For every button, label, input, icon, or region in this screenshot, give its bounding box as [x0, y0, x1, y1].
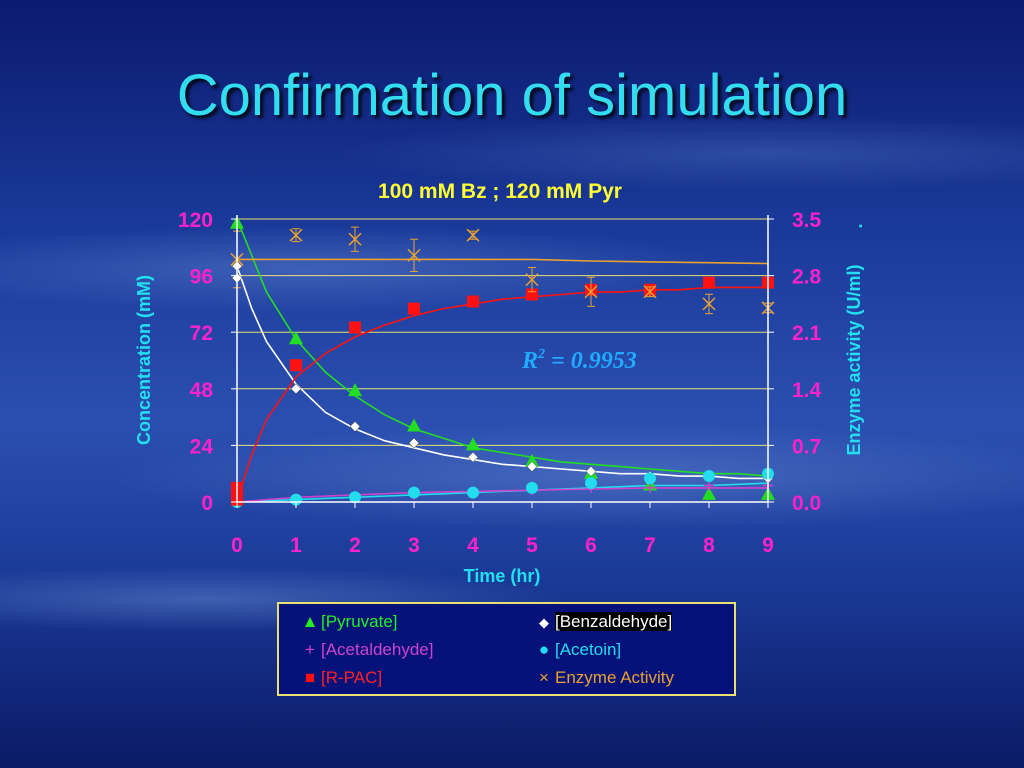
legend-label: [Pyruvate]	[321, 612, 398, 631]
y2-tick-label: 2.1	[792, 322, 822, 345]
data-point-circle	[585, 477, 597, 490]
triangle-marker-icon: ▲	[301, 612, 319, 631]
x-tick-label: 0	[231, 534, 243, 557]
circle-marker-icon: ●	[538, 640, 550, 659]
legend-item-enzyme-activity: × Enzyme Activity	[535, 668, 674, 688]
fit-curve-acetoin	[236, 482, 769, 503]
fit-curves	[236, 218, 769, 503]
data-point-diamond	[526, 461, 538, 472]
data-point-circle	[526, 481, 538, 494]
data-point-x	[289, 228, 303, 242]
data-point-x	[643, 285, 657, 299]
y2-tick-label: 0.7	[792, 435, 821, 458]
data-point-diamond	[349, 421, 361, 432]
y-axis-title: Concentration (mM)	[134, 275, 154, 445]
x-tick-label: 6	[585, 534, 597, 557]
data-point-plus	[645, 482, 655, 493]
data-point-square	[467, 295, 479, 308]
data-point-triangle	[702, 486, 716, 500]
data-point-x	[702, 297, 716, 311]
fit-curve-pyruvate	[236, 218, 769, 477]
x-tick-label: 8	[703, 534, 715, 557]
data-point-plus	[704, 480, 714, 491]
y2-tick-label: 2.8	[792, 266, 822, 289]
y2-axis-title-suffix: .	[846, 223, 866, 228]
data-point-circle	[349, 491, 361, 504]
legend-label: [Benzaldehyde]	[555, 612, 673, 631]
y2-tick-label: 3.5	[792, 209, 822, 232]
data-point-circle	[467, 486, 479, 499]
slide-title: Confirmation of simulation	[176, 63, 848, 128]
legend-item-acetaldehyde: + [Acetaldehyde]	[301, 640, 433, 660]
y2-tick-label: 1.4	[792, 379, 822, 402]
diamond-marker-icon: ◆	[539, 615, 549, 630]
y-tick-label: 24	[190, 435, 214, 458]
y-tick-label: 96	[190, 266, 213, 289]
x-tick-label: 4	[467, 534, 479, 557]
data-point-x	[407, 248, 421, 262]
data-point-square	[703, 276, 715, 289]
legend-item-pyruvate: ▲ [Pyruvate]	[301, 612, 398, 632]
data-point-diamond	[408, 437, 420, 449]
axes	[231, 215, 774, 508]
data-point-x	[348, 232, 362, 246]
legend-label: [Acetoin]	[555, 640, 622, 659]
grid-lines	[237, 218, 768, 446]
legend-item-benzaldehyde: ◆ [Benzaldehyde]	[535, 612, 673, 632]
legend-label: [R-PAC]	[321, 668, 383, 687]
data-point-diamond	[467, 451, 479, 463]
r2-superscript: 2	[537, 347, 545, 362]
chart-legend: ▲ [Pyruvate] ◆ [Benzaldehyde] + [Acetaldehy…	[277, 602, 736, 696]
x-marker-icon: ×	[539, 668, 549, 687]
r2-letter: R	[521, 348, 538, 374]
data-point-x	[584, 285, 598, 299]
x-tick-label: 7	[644, 534, 656, 557]
r2-value: = 0.9953	[545, 348, 637, 374]
y-tick-label: 72	[190, 322, 213, 345]
data-point-square	[349, 321, 361, 334]
data-point-square	[290, 359, 302, 372]
data-point-triangle	[407, 418, 421, 432]
data-point-circle	[644, 472, 656, 485]
data-point-triangle	[525, 453, 539, 467]
data-point-square	[408, 302, 420, 315]
legend-item-rpac: ■ [R-PAC]	[301, 668, 382, 688]
square-marker-icon: ■	[304, 668, 316, 687]
data-point-triangle	[466, 437, 480, 451]
data-point-x	[525, 273, 539, 287]
data-point-x	[466, 228, 480, 242]
legend-label: [Acetaldehyde]	[321, 640, 434, 659]
fit-curve-enzyme	[237, 258, 769, 265]
fit-curve-benzaldehyde	[236, 265, 768, 480]
legend-item-acetoin: ● [Acetoin]	[535, 640, 621, 660]
tick-labels: 0 24 48 72 96 120 0.0 0.7 1.4 2.1 2.8 3.5 0 1 2 3 4 5 6 7 8 9	[178, 209, 822, 557]
y2-tick-label: 0.0	[792, 492, 821, 515]
fit-curve-rpac	[236, 286, 768, 500]
x-tick-label: 3	[408, 534, 420, 557]
data-point-triangle	[289, 331, 303, 345]
fit-curve-acetaldehyde	[236, 487, 768, 503]
data-point-diamond	[290, 383, 302, 395]
y-tick-label: 120	[178, 209, 213, 232]
y-tick-label: 0	[201, 492, 213, 515]
data-point-circle	[408, 486, 420, 499]
data-point-triangle	[348, 383, 362, 397]
y2-axis-title: Enzyme activity (U/ml)	[844, 264, 864, 455]
x-tick-label: 5	[526, 534, 538, 557]
data-point-circle	[703, 470, 715, 483]
x-tick-label: 2	[349, 534, 361, 557]
chart-title: 100 mM Bz ; 120 mM Pyr	[378, 180, 622, 203]
r-squared-annotation: R2 = 0.9953	[521, 347, 637, 374]
data-point-diamond	[585, 465, 597, 477]
y-tick-label: 48	[190, 379, 214, 402]
x-axis-title: Time (hr)	[464, 566, 541, 586]
data-points	[230, 215, 775, 508]
plus-marker-icon: +	[305, 640, 315, 659]
legend-label: Enzyme Activity	[555, 668, 675, 687]
x-tick-label: 9	[762, 534, 774, 557]
x-tick-label: 1	[290, 534, 302, 557]
